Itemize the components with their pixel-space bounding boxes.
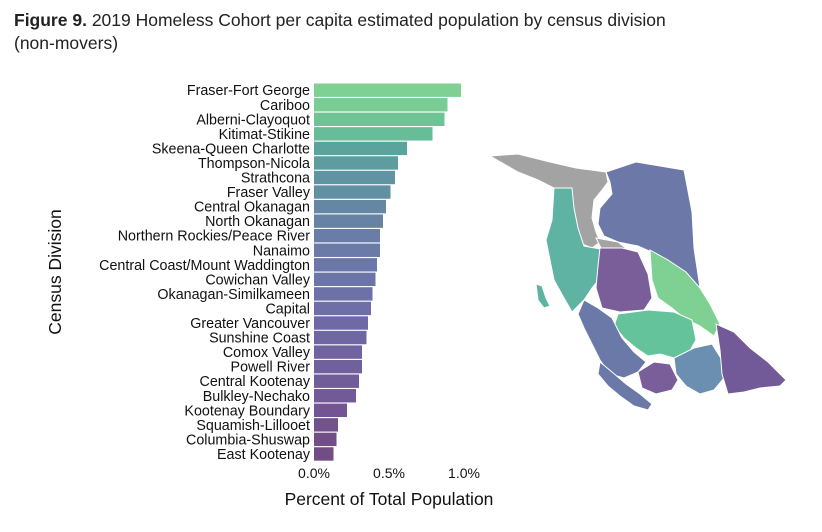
x-tick-label: 0.5% (373, 465, 405, 481)
figure-title: Figure 9. 2019 Homeless Cohort per capit… (14, 9, 704, 55)
bar-fraser-fort-george (314, 83, 461, 97)
bar-squamish-lillooet (314, 418, 338, 432)
bar-kootenay-boundary (314, 403, 347, 417)
category-label: Central Kootenay (200, 374, 311, 390)
category-label: Bulkley-Nechako (203, 389, 310, 405)
category-label: Central Okanagan (194, 200, 310, 216)
category-label: North Okanagan (205, 214, 310, 230)
map-region-kootenay (715, 323, 787, 395)
category-label: Columbia-Shuswap (186, 432, 310, 448)
category-label: Skeena-Queen Charlotte (152, 141, 310, 157)
bar-east-kootenay (314, 447, 334, 461)
bar-bulkley-nechako (314, 389, 356, 403)
bar-chart: Fraser-Fort GeorgeCaribooAlberni-Clayoqu… (45, 83, 494, 509)
bar-columbia-shuswap (314, 432, 337, 447)
bar-sunshine-coast (314, 330, 367, 345)
category-label: Kitimat-Stikine (219, 127, 310, 143)
map-region-central-coast (577, 299, 647, 379)
category-label: Fraser-Fort George (187, 83, 310, 99)
x-tick-labels: 0.0% 0.5% 1.0% (298, 465, 480, 481)
map-region-fraser-fort-george (649, 249, 721, 337)
category-label: Central Coast/Mount Waddington (99, 258, 310, 274)
census-division-map (488, 153, 787, 411)
y-axis-title: Census Division (45, 209, 65, 334)
bar-cariboo (314, 98, 448, 112)
category-label: Powell River (231, 360, 311, 376)
category-label: Fraser Valley (227, 185, 311, 201)
x-axis-title: Percent of Total Population (285, 489, 494, 509)
figure-label: Figure 9. (14, 10, 87, 30)
category-label: Cariboo (260, 98, 310, 114)
bar-kitimat-stikine (314, 127, 433, 141)
category-label: Comox Valley (223, 345, 311, 361)
category-label: Squamish-Lillooet (196, 418, 310, 434)
bar-group (314, 83, 461, 461)
category-label: Capital (265, 301, 310, 317)
map-region-vancouver-island (597, 361, 653, 411)
map-region-northern-rockies (597, 161, 701, 290)
bar-comox-valley (314, 345, 362, 359)
bar-greater-vancouver (314, 316, 368, 330)
bar-central-coast-mount-waddington (314, 258, 377, 272)
category-label: Strathcona (241, 171, 310, 187)
figure-title-text: 2019 Homeless Cohort per capita estimate… (14, 10, 666, 53)
category-label: East Kootenay (217, 447, 311, 463)
category-label: Okanagan-Similkameen (157, 287, 310, 303)
map-region-nechako (595, 247, 653, 313)
category-label: Thompson-Nicola (198, 156, 310, 172)
bar-capital (314, 301, 371, 316)
category-labels: Fraser-Fort GeorgeCaribooAlberni-Clayoqu… (99, 83, 311, 463)
bar-northern-rockies-peace-river (314, 229, 380, 243)
bar-central-okanagan (314, 199, 386, 214)
map-region-kitimat-stikine (545, 187, 611, 313)
category-label: Nanaimo (253, 243, 310, 259)
category-label: Cowichan Valley (205, 272, 310, 288)
bar-central-kootenay (314, 374, 359, 388)
bar-strathcona (314, 170, 395, 185)
bar-alberni-clayoquot (314, 112, 445, 126)
bar-cowichan-valley (314, 272, 376, 287)
bar-okanagan-similkameen (314, 287, 373, 301)
bar-fraser-valley (314, 185, 391, 199)
map-region-okanagan (673, 343, 725, 395)
map-region-lower-mainland (637, 361, 679, 395)
bar-skeena-queen-charlotte (314, 141, 407, 156)
x-tick-label: 0.0% (298, 465, 330, 481)
category-label: Northern Rockies/Peace River (118, 229, 311, 245)
category-label: Alberni-Clayoquot (196, 112, 310, 128)
category-label: Kootenay Boundary (184, 403, 310, 419)
x-tick-label: 1.0% (448, 465, 480, 481)
bar-thompson-nicola (314, 156, 398, 170)
map-region-haida-gwaii (535, 283, 551, 309)
bar-nanaimo (314, 243, 380, 257)
category-label: Sunshine Coast (209, 331, 310, 347)
category-label: Greater Vancouver (190, 316, 310, 332)
bar-north-okanagan (314, 214, 383, 228)
bar-powell-river (314, 359, 362, 374)
